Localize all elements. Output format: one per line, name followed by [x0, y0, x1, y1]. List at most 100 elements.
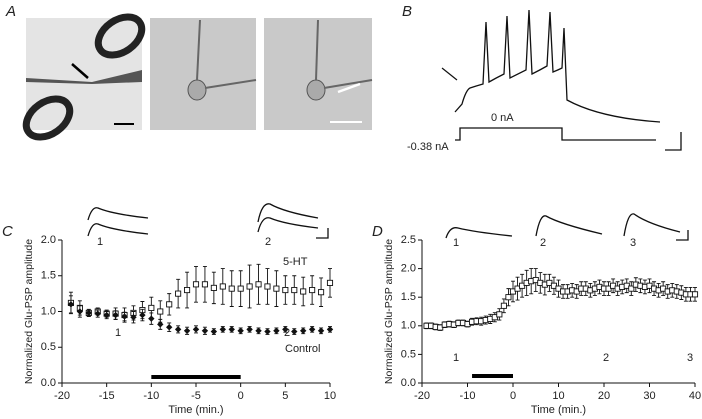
panel-label: D [372, 223, 383, 240]
y-axis-label: Normalized Glu-PSP amplitude [383, 239, 395, 384]
x-tick-label: 0 [238, 390, 244, 402]
x-tick-label: -20 [414, 390, 430, 402]
x-axis-label: Time (min.) [168, 404, 223, 416]
current-label: -0.38 nA [407, 141, 449, 153]
data-point [130, 314, 137, 321]
y-tick-label: 0.5 [401, 348, 416, 360]
data-point [183, 327, 191, 335]
data-point [318, 289, 325, 296]
annotation: 1 [453, 352, 459, 364]
data-point [628, 285, 635, 292]
data-point [157, 321, 164, 328]
data-point [246, 326, 253, 333]
data-point [192, 326, 200, 333]
current-label: 0 nA [491, 112, 514, 124]
data-point [264, 283, 271, 290]
panel-label: A [5, 3, 16, 20]
y-tick-label: 0.0 [41, 377, 56, 389]
data-point [166, 301, 173, 308]
y-tick-label: 0.5 [41, 341, 56, 353]
y-tick-label: 2.0 [401, 263, 416, 275]
data-point [496, 311, 503, 318]
data-point [500, 302, 507, 309]
y-tick-label: 2.0 [41, 234, 56, 246]
data-point [210, 284, 217, 291]
data-point [273, 327, 280, 335]
y-tick-label: 0.0 [401, 377, 416, 389]
data-point [264, 328, 271, 335]
x-tick-label: 40 [689, 390, 701, 402]
data-point [237, 285, 244, 292]
data-point [282, 326, 289, 333]
data-point [94, 310, 101, 317]
data-point [691, 291, 699, 298]
data-point [291, 287, 298, 294]
series-label: 5-HT [283, 256, 308, 268]
data-point [201, 281, 208, 288]
data-point [76, 308, 84, 315]
x-tick-label: -15 [99, 390, 115, 402]
data-point [246, 283, 253, 290]
data-point [85, 309, 92, 317]
y-tick-label: 1.0 [401, 320, 416, 332]
data-point [317, 327, 325, 335]
x-tick-label: 20 [598, 390, 610, 402]
data-point [148, 304, 155, 311]
data-point [184, 287, 191, 294]
annotation: 2 [284, 327, 290, 339]
data-point [103, 311, 110, 319]
data-point [326, 326, 334, 333]
panel-label: B [402, 3, 412, 20]
data-point [112, 311, 119, 319]
data-point [174, 326, 182, 333]
x-tick-label: 10 [324, 390, 336, 402]
data-point [175, 290, 182, 297]
annotation: 3 [687, 352, 693, 364]
data-point [291, 328, 298, 335]
y-tick-label: 1.0 [41, 305, 56, 317]
data-point [121, 313, 128, 320]
x-tick-label: -20 [54, 390, 70, 402]
trace-label: 1 [453, 237, 459, 249]
data-point [309, 287, 316, 294]
data-point [228, 285, 235, 292]
data-point [237, 327, 244, 335]
data-point [157, 308, 164, 315]
x-tick-label: 30 [643, 390, 655, 402]
data-point [255, 281, 262, 288]
micrographs [22, 13, 373, 141]
trace-label: 2 [540, 237, 546, 249]
epsp-traces [87, 203, 689, 241]
panel-label: C [2, 223, 13, 240]
trace-label: 3 [630, 237, 636, 249]
data-point [255, 327, 262, 335]
data-point [192, 281, 200, 288]
annotation: 2 [603, 352, 609, 364]
x-axis-label: Time (min.) [531, 404, 586, 416]
data-point [201, 327, 209, 335]
data-point [300, 288, 307, 295]
data-point [326, 279, 334, 286]
x-tick-label: 5 [282, 390, 288, 402]
x-tick-label: -10 [460, 390, 476, 402]
data-point [139, 311, 146, 319]
data-point [282, 287, 289, 294]
data-point [166, 324, 173, 331]
data-point [67, 301, 75, 308]
y-tick-label: 1.5 [41, 270, 56, 282]
data-point [505, 294, 512, 301]
x-tick-label: 10 [552, 390, 564, 402]
voltage-trace [441, 9, 682, 151]
trace-label: 1 [97, 236, 103, 248]
x-tick-label: 0 [510, 390, 516, 402]
x-tick-label: -5 [191, 390, 201, 402]
y-tick-label: 2.5 [401, 234, 416, 246]
data-point [219, 283, 226, 290]
data-point [210, 328, 218, 335]
data-point [273, 285, 280, 292]
data-point [308, 326, 316, 333]
y-axis-label: Normalized Glu-PSP amplitude [23, 239, 35, 384]
series-label: Control [285, 343, 320, 355]
y-tick-label: 1.5 [401, 291, 416, 303]
